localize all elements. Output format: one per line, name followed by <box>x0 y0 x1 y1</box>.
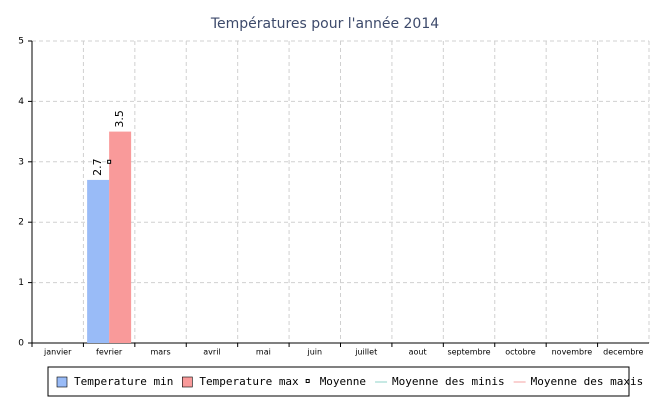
legend-marker <box>305 379 310 383</box>
y-tick-label: 4 <box>18 97 24 107</box>
x-tick-label: juin <box>306 348 322 357</box>
legend-label: Temperature max <box>199 375 299 388</box>
data-label: 2.7 <box>91 158 104 176</box>
x-tick-label: octobre <box>505 348 536 357</box>
x-tick-label: janvier <box>43 348 72 357</box>
x-tick-label: decembre <box>603 348 643 357</box>
chart-title: Températures pour l'année 2014 <box>210 16 439 32</box>
y-tick-label: 3 <box>18 157 24 167</box>
legend-label: Moyenne <box>320 375 366 388</box>
x-tick-label: novembre <box>552 348 593 357</box>
y-tick-label: 1 <box>18 278 24 288</box>
data-label: 3.5 <box>113 110 126 128</box>
x-tick-label: mai <box>256 348 271 357</box>
legend-box <box>47 366 630 397</box>
x-tick-label: mars <box>150 348 170 357</box>
legend-label: Temperature min <box>74 375 173 388</box>
bar <box>109 131 132 343</box>
y-tick-label: 0 <box>18 339 24 349</box>
x-tick-label: juillet <box>354 348 377 357</box>
y-tick-label: 5 <box>18 37 24 47</box>
bar <box>87 179 110 343</box>
legend-label: Moyenne des minis <box>392 375 505 388</box>
x-tick-label: aout <box>409 348 427 357</box>
legend-label: Moyenne des maxis <box>531 375 644 388</box>
marker <box>107 159 112 164</box>
x-tick-label: fevrier <box>96 348 123 357</box>
x-tick-label: avril <box>203 348 220 357</box>
x-tick-label: septembre <box>447 348 490 357</box>
y-tick-label: 2 <box>18 218 24 228</box>
legend-swatch <box>56 376 68 388</box>
legend-swatch <box>182 376 193 388</box>
